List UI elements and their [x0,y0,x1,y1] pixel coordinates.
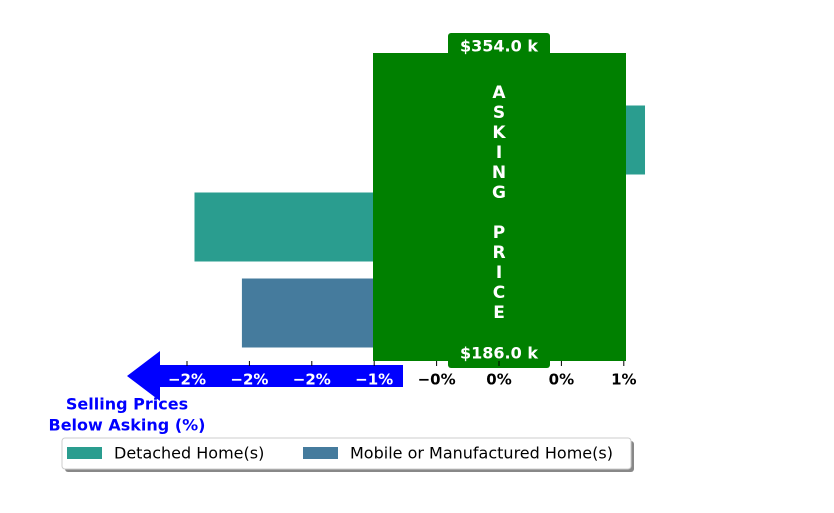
legend-swatch [67,447,102,459]
price-box [448,33,550,61]
x-tick-label: 1% [611,371,636,389]
x-tick-label: −1% [355,371,393,389]
legend-label: Detached Home(s) [114,444,264,463]
x-tick-label: 0% [486,371,511,389]
x-tick-label: −2% [293,371,331,389]
x-tick-label: 0% [549,371,574,389]
legend-swatch [303,447,338,459]
arrow-label: Selling Prices [66,395,188,414]
arrow [127,351,403,401]
x-tick-label: −0% [418,371,456,389]
arrow-label: Below Asking (%) [49,416,206,435]
legend [61,437,632,470]
asking-band [373,53,626,361]
price-box [448,340,550,368]
price-label: $354.0 k [460,37,538,56]
legend-label: Mobile or Manufactured Home(s) [350,444,613,463]
price-label: $186.0 k [460,344,538,363]
x-tick-label: −2% [230,371,268,389]
x-tick-label: −2% [168,371,206,389]
